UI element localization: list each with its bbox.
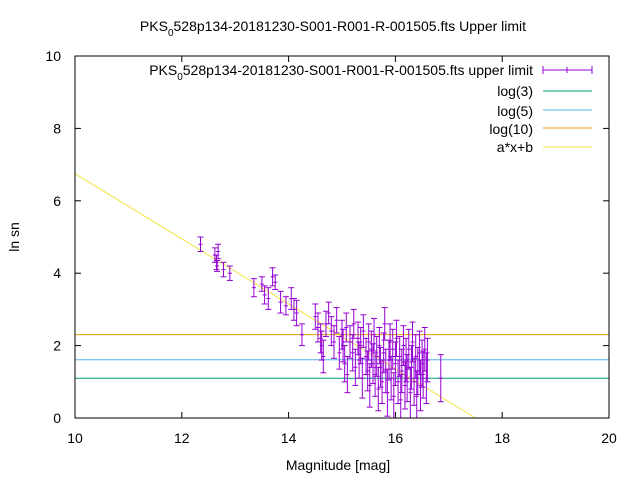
data-point [359, 357, 366, 399]
x-axis: 10 12 14 16 18 20 [67, 56, 617, 446]
data-point [408, 345, 415, 390]
legend: PKS0528p134-20181230-S001-R001-R-001505.… [149, 62, 593, 155]
data-point [258, 276, 265, 292]
legend-label-log5: log(5) [497, 103, 533, 119]
data-point [293, 299, 300, 327]
data-point [214, 260, 221, 272]
data-point [298, 323, 305, 347]
plot-area [74, 173, 609, 419]
data-point [437, 354, 444, 403]
data-point [365, 323, 372, 361]
data-point [419, 339, 426, 388]
data-point [333, 307, 340, 334]
x-tick-label: 18 [494, 430, 510, 446]
data-point [397, 374, 404, 419]
x-tick-label: 20 [601, 430, 617, 446]
data-point [277, 290, 284, 314]
data-point [312, 303, 319, 330]
y-axis: 0 2 4 6 8 10 [45, 48, 609, 426]
data-point [261, 285, 268, 305]
data-point [220, 261, 227, 278]
data-point [380, 332, 387, 374]
data-point [290, 298, 297, 321]
fit-line [74, 173, 476, 419]
data-point [424, 337, 431, 383]
legend-swatch-data [542, 66, 593, 74]
data-point [404, 354, 411, 403]
data-point [387, 323, 394, 361]
data-point [360, 314, 367, 348]
data-point [269, 267, 276, 287]
data-point [215, 243, 222, 260]
x-tick-label: 16 [388, 430, 404, 446]
data-point [250, 278, 257, 298]
data-point [381, 307, 388, 341]
data-point [336, 336, 343, 370]
y-tick-label: 2 [53, 338, 61, 354]
data-point [376, 327, 383, 365]
data-point [265, 287, 272, 310]
data-point [347, 325, 354, 359]
data-point [371, 317, 378, 352]
data-point [320, 339, 327, 374]
data-point [314, 312, 321, 343]
data-point [349, 334, 356, 372]
data-point [423, 352, 430, 405]
data-point [366, 363, 373, 408]
data-point [389, 328, 396, 370]
y-tick-label: 6 [53, 193, 61, 209]
data-point [409, 321, 416, 363]
legend-label-log10: log(10) [489, 121, 533, 137]
data-point [420, 350, 427, 399]
y-tick-label: 0 [53, 410, 61, 426]
data-point [379, 359, 386, 405]
data-point [393, 319, 400, 357]
data-point [344, 355, 351, 394]
data-point [352, 348, 359, 386]
y-tick-label: 4 [53, 265, 61, 281]
data-point [282, 296, 289, 316]
data-point [317, 323, 324, 354]
y-tick-label: 8 [53, 120, 61, 136]
legend-label-data: PKS0528p134-20181230-S001-R001-R-001505.… [149, 62, 533, 83]
plot-frame [74, 55, 610, 419]
data-point [328, 316, 335, 347]
x-axis-label: Magnitude [mag] [286, 457, 390, 473]
x-tick-label: 14 [281, 430, 297, 446]
x-tick-label: 10 [67, 430, 83, 446]
data-point [343, 312, 350, 343]
y-axis-label: ln sn [6, 222, 22, 252]
data-point [350, 308, 357, 339]
data-point [341, 345, 348, 383]
y-tick-label: 10 [45, 48, 61, 64]
data-point [339, 319, 345, 350]
data-point [272, 274, 279, 290]
chart-title: PKS0528p134-20181230-S001-R001-R-001505.… [140, 18, 526, 39]
data-point [369, 343, 376, 385]
legend-label-fit: a*x+b [497, 139, 533, 155]
data-point [226, 265, 233, 281]
data-point [407, 366, 414, 419]
legend-label-log3: log(3) [497, 83, 533, 99]
data-point [392, 341, 399, 386]
data-point [197, 236, 204, 252]
data-point [325, 301, 332, 325]
data-point [330, 325, 337, 359]
x-tick-label: 12 [174, 430, 190, 446]
